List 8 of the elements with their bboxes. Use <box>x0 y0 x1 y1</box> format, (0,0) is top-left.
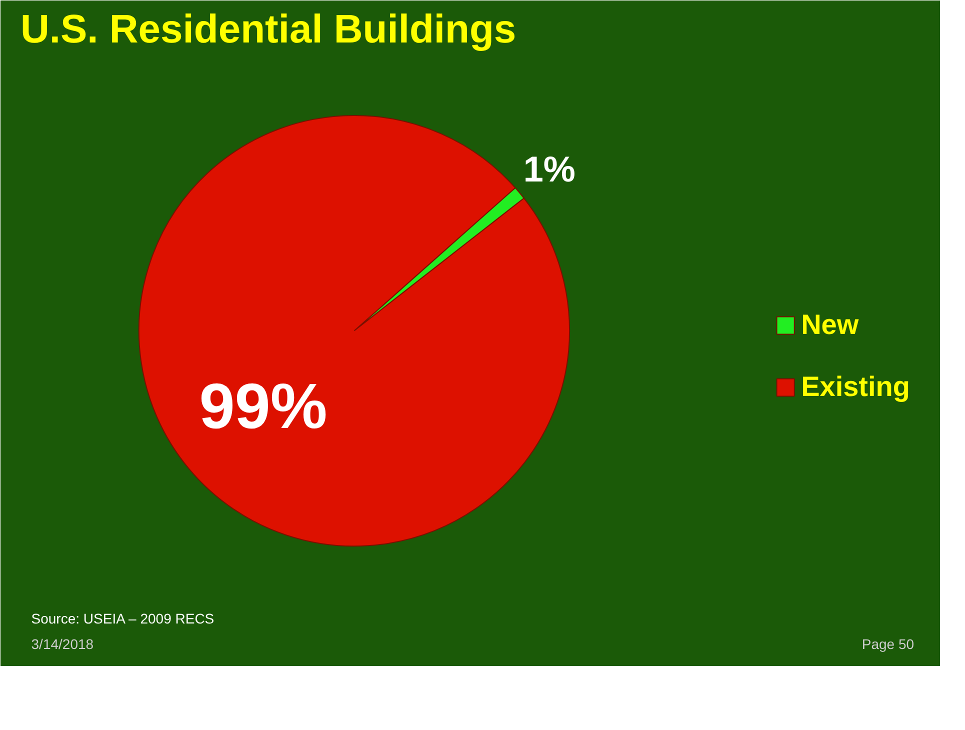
text: 3/14/2018 <box>31 636 94 652</box>
chart-title: U.S. Residential Buildings <box>20 8 516 52</box>
text: Page 50 <box>862 636 914 652</box>
legend-label: New <box>801 309 859 341</box>
data-label: 1% <box>523 148 576 190</box>
source-note: Source: USEIA – 2009 RECS <box>31 610 214 626</box>
legend-label: Existing <box>801 371 910 403</box>
data-label: 99% <box>199 370 328 442</box>
